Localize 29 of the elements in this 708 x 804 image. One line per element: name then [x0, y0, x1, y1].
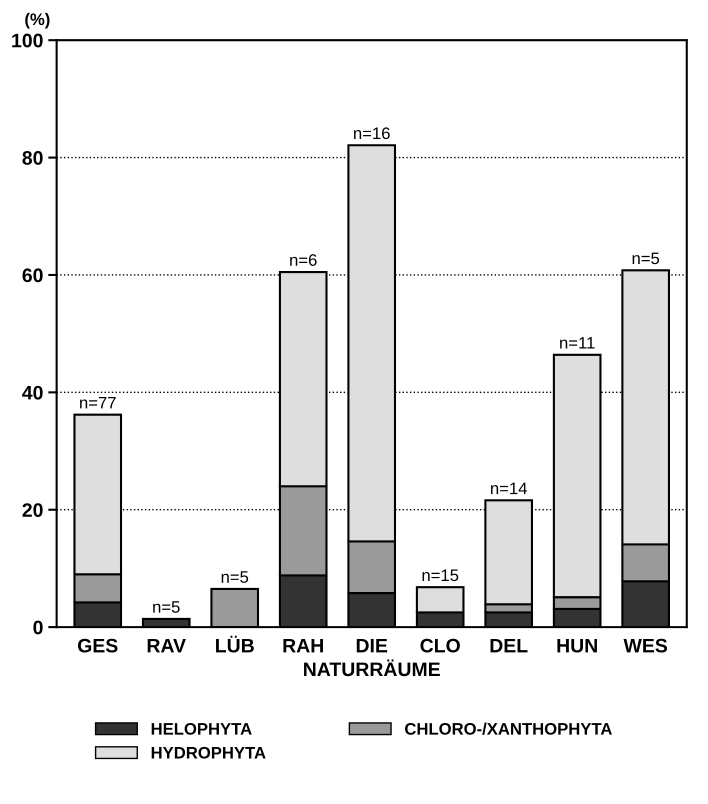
- x-tick-label: CLO: [420, 638, 460, 653]
- x-tick-label: GES: [78, 638, 118, 653]
- y-tick-label: 80: [22, 151, 43, 165]
- x-tick-label: HUN: [557, 638, 597, 653]
- x-tick-label: DIE: [356, 638, 388, 652]
- x-tick-label: DEL: [490, 638, 528, 652]
- annotation: n=5: [222, 571, 248, 583]
- y-axis-title: (%): [25, 12, 50, 28]
- annotation: n=14: [491, 482, 527, 494]
- y-tick-label: 100: [12, 34, 43, 48]
- x-axis-title: NATURRÄUME: [304, 659, 440, 676]
- y-tick-label: 0: [33, 620, 43, 634]
- x-tick-label: RAV: [148, 638, 186, 652]
- legend-label: HELOPHYTA: [152, 722, 252, 735]
- annotation: n=5: [153, 601, 180, 613]
- x-tick-label: WES: [624, 638, 668, 653]
- annotation: n=16: [354, 127, 390, 140]
- annotation: n=15: [422, 570, 458, 582]
- legend-label: HYDROPHYTA: [152, 746, 266, 759]
- y-tick-label: 20: [22, 503, 43, 517]
- legend-label: CHLORO-/XANTHOPHYTA: [405, 722, 612, 735]
- annotation: n=5: [632, 252, 660, 264]
- annotation: n=77: [80, 396, 116, 408]
- annotation: n=11: [560, 337, 595, 349]
- y-tick-label: 40: [22, 386, 43, 400]
- x-tick-label: LÜB: [216, 636, 254, 653]
- x-tick-label: RAH: [283, 638, 323, 652]
- annotation: n=6: [290, 254, 317, 266]
- y-tick-label: 60: [22, 268, 43, 282]
